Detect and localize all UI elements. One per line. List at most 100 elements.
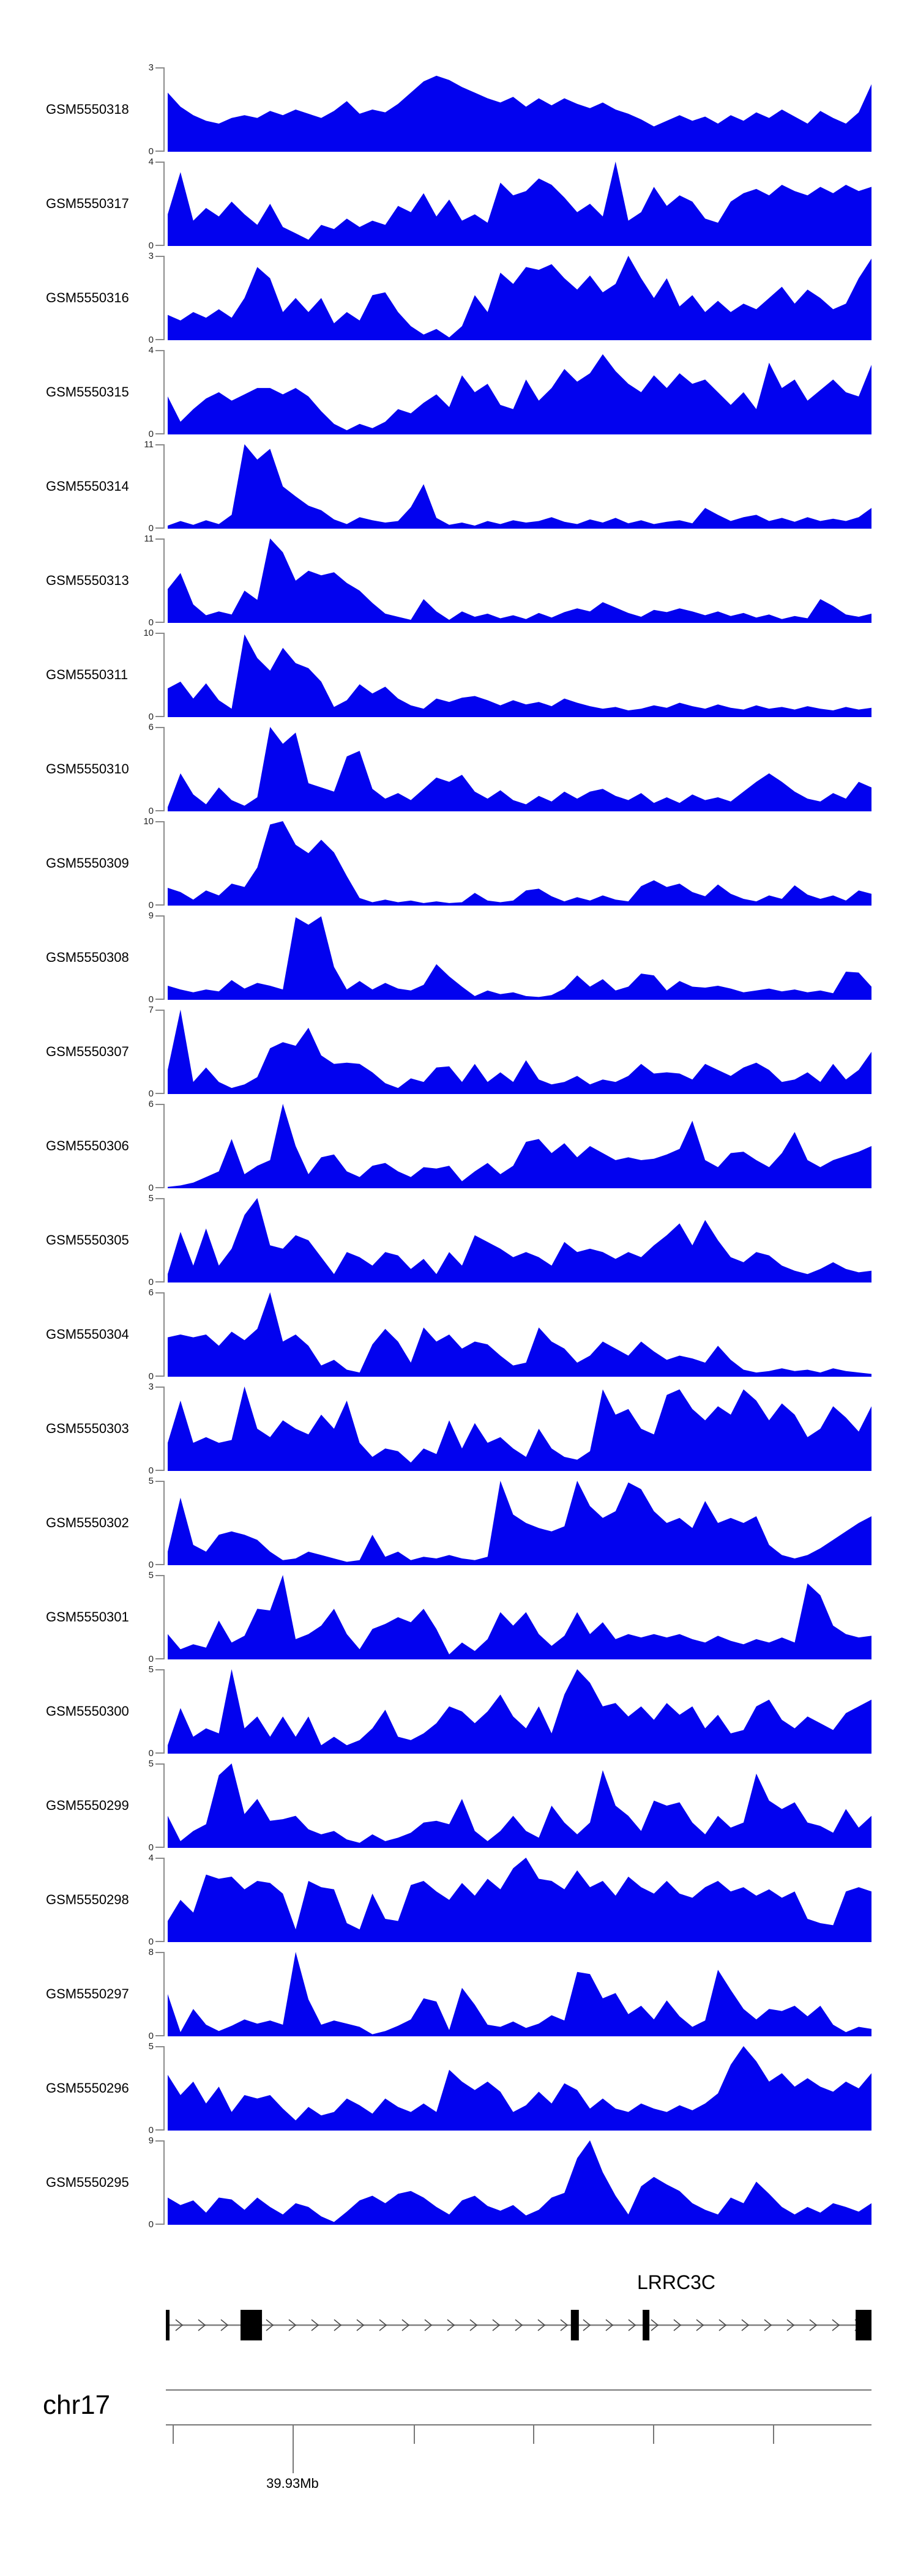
y-axis-line xyxy=(155,1858,165,1942)
signal-area-polygon xyxy=(168,1010,871,1094)
y-axis-line xyxy=(155,1010,165,1094)
signal-area-plot xyxy=(168,1104,871,1188)
y-axis-max-label: 9 xyxy=(148,910,154,921)
signal-track-row: GSM5550295 9 0 xyxy=(0,2135,918,2230)
strand-direction-arrow-icon xyxy=(401,2319,410,2331)
y-axis-max-label: 5 xyxy=(148,2041,154,2052)
signal-area-polygon xyxy=(168,1952,871,2036)
y-axis-max-label: 3 xyxy=(148,1382,154,1392)
y-axis-max-label: 5 xyxy=(148,1476,154,1486)
strand-direction-arrow-icon xyxy=(718,2319,727,2331)
y-axis-max-label: 5 xyxy=(148,1193,154,1204)
y-axis-line xyxy=(155,1387,165,1471)
signal-area-polygon xyxy=(168,75,871,152)
y-axis-line xyxy=(155,538,165,623)
y-axis-line xyxy=(155,1763,165,1848)
y-axis-line xyxy=(155,1481,165,1565)
y-axis-zero-label: 0 xyxy=(148,1371,154,1382)
sample-label: GSM5550301 xyxy=(46,1609,129,1625)
y-axis-line xyxy=(155,915,165,1000)
sample-label: GSM5550309 xyxy=(46,855,129,871)
strand-direction-arrow-icon xyxy=(696,2319,704,2331)
signal-track-row: GSM5550303 3 0 xyxy=(0,1382,918,1476)
y-axis-max-label: 4 xyxy=(148,1853,154,1863)
strand-direction-arrow-icon xyxy=(628,2319,636,2331)
sample-label: GSM5550317 xyxy=(46,196,129,211)
signal-area-polygon xyxy=(168,634,871,717)
signal-area-plot xyxy=(168,727,871,811)
strand-direction-arrow-icon xyxy=(198,2319,206,2331)
signal-track-row: GSM5550302 5 0 xyxy=(0,1476,918,1570)
signal-area-plot xyxy=(168,444,871,529)
signal-area-polygon xyxy=(168,727,871,811)
signal-area-plot xyxy=(168,1858,871,1942)
signal-area-plot xyxy=(168,1387,871,1471)
y-axis-zero-label: 0 xyxy=(148,1089,154,1099)
y-axis-max-label: 8 xyxy=(148,1947,154,1957)
strand-direction-arrow-icon xyxy=(469,2319,478,2331)
y-axis-zero-label: 0 xyxy=(148,1277,154,1287)
signal-area-polygon xyxy=(168,1292,871,1377)
sample-label: GSM5550310 xyxy=(46,761,129,776)
signal-area-polygon xyxy=(168,1104,871,1188)
axis-tick xyxy=(653,2424,655,2444)
y-axis-max-label: 4 xyxy=(148,157,154,167)
y-axis-max-label: 6 xyxy=(148,1099,154,1109)
signal-area-plot xyxy=(168,1952,871,2036)
signal-area-plot xyxy=(168,1010,871,1094)
y-axis-max-label: 7 xyxy=(148,1005,154,1015)
signal-track-row: GSM5550298 4 0 xyxy=(0,1853,918,1947)
signal-track-row: GSM5550315 4 0 xyxy=(0,345,918,439)
axis-tick xyxy=(172,2424,174,2444)
y-axis-line xyxy=(155,350,165,434)
sample-label: GSM5550308 xyxy=(46,950,129,965)
strand-direction-arrow-icon xyxy=(560,2319,569,2331)
signal-area-polygon xyxy=(168,162,871,246)
signal-area-polygon xyxy=(168,354,871,434)
y-axis-line xyxy=(155,2140,165,2225)
signal-area-plot xyxy=(168,916,871,1000)
sample-label: GSM5550316 xyxy=(46,290,129,305)
signal-track-row: GSM5550309 10 0 xyxy=(0,816,918,910)
signal-track-row: GSM5550318 3 0 xyxy=(0,62,918,157)
signal-track-row: GSM5550297 8 0 xyxy=(0,1947,918,2041)
y-axis-line xyxy=(155,1575,165,1659)
signal-area-plot xyxy=(168,821,871,906)
y-axis-max-label: 5 xyxy=(148,1759,154,1769)
signal-area-polygon xyxy=(168,444,871,529)
gene-name-label: LRRC3C xyxy=(636,2271,716,2293)
gene-model-track xyxy=(166,2310,871,2340)
strand-direction-arrow-icon xyxy=(832,2319,840,2331)
signal-track-row: GSM5550308 9 0 xyxy=(0,910,918,1005)
signal-track-row: GSM5550310 6 0 xyxy=(0,722,918,816)
signal-track-row: GSM5550313 11 0 xyxy=(0,534,918,628)
signal-area-plot xyxy=(168,256,871,340)
signal-area-plot xyxy=(168,1292,871,1377)
exon-block xyxy=(241,2310,263,2340)
sample-label: GSM5550314 xyxy=(46,478,129,494)
strand-direction-arrow-icon xyxy=(266,2319,274,2331)
axis-tick xyxy=(773,2424,775,2444)
y-axis-line xyxy=(155,1104,165,1188)
signal-track-row: GSM5550307 7 0 xyxy=(0,1005,918,1099)
strand-direction-arrow-icon xyxy=(379,2319,387,2331)
y-axis-line xyxy=(155,444,165,529)
y-axis-zero-label: 0 xyxy=(148,900,154,910)
strand-direction-arrow-icon xyxy=(764,2319,772,2331)
strand-direction-arrow-icon xyxy=(447,2319,455,2331)
signal-area-plot xyxy=(168,1763,871,1848)
y-axis-max-label: 11 xyxy=(144,534,154,544)
signal-area-plot xyxy=(168,1575,871,1659)
sample-label: GSM5550305 xyxy=(46,1232,129,1248)
axis-tick-labeled xyxy=(292,2424,294,2473)
strand-direction-arrow-icon xyxy=(673,2319,682,2331)
signal-area-polygon xyxy=(168,538,871,623)
signal-area-polygon xyxy=(168,821,871,906)
y-axis-line xyxy=(155,256,165,340)
signal-track-row: GSM5550300 5 0 xyxy=(0,1664,918,1759)
axis-tick xyxy=(414,2424,416,2444)
y-axis-zero-label: 0 xyxy=(148,617,154,628)
y-axis-zero-label: 0 xyxy=(148,2031,154,2041)
signal-track-row: GSM5550316 3 0 xyxy=(0,251,918,345)
signal-area-plot xyxy=(168,1198,871,1282)
